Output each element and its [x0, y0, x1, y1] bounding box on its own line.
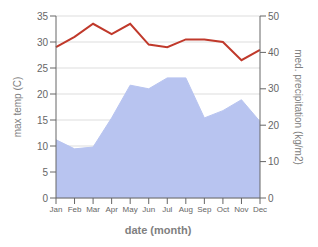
svg-text:35: 35: [37, 11, 49, 22]
svg-text:Jun: Jun: [142, 205, 155, 214]
svg-text:10: 10: [268, 156, 280, 167]
svg-text:5: 5: [42, 167, 48, 178]
svg-text:Sep: Sep: [197, 205, 212, 214]
svg-text:Jul: Jul: [162, 205, 172, 214]
svg-text:15: 15: [37, 115, 49, 126]
svg-text:max temp (C): max temp (C): [12, 77, 23, 138]
svg-text:Apr: Apr: [105, 205, 118, 214]
svg-text:Mar: Mar: [86, 205, 100, 214]
svg-text:Feb: Feb: [68, 205, 82, 214]
svg-text:Dec: Dec: [253, 205, 267, 214]
svg-text:May: May: [123, 205, 138, 214]
svg-text:10: 10: [37, 141, 49, 152]
svg-text:Aug: Aug: [179, 205, 193, 214]
svg-text:date (month): date (month): [125, 224, 192, 236]
svg-text:Nov: Nov: [234, 205, 248, 214]
svg-text:40: 40: [268, 47, 280, 58]
svg-text:30: 30: [37, 37, 49, 48]
svg-text:25: 25: [37, 63, 49, 74]
svg-text:50: 50: [268, 11, 280, 22]
svg-text:20: 20: [37, 89, 49, 100]
svg-text:20: 20: [268, 120, 280, 131]
svg-text:Oct: Oct: [217, 205, 230, 214]
svg-text:0: 0: [42, 193, 48, 204]
svg-text:30: 30: [268, 83, 280, 94]
svg-text:Jan: Jan: [50, 205, 63, 214]
svg-text:med. precipitation (kg/m2): med. precipitation (kg/m2): [293, 49, 304, 165]
svg-text:0: 0: [268, 193, 274, 204]
